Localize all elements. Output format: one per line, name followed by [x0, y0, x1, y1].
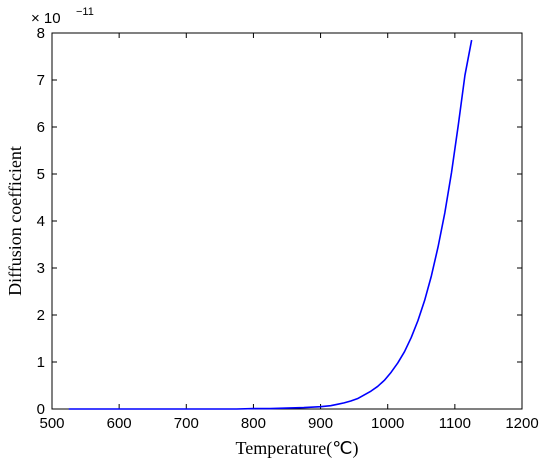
y-multiplier-exponent: −11	[76, 6, 94, 18]
y-axis-label: Diffusion coefficient	[5, 146, 25, 296]
x-tick-label: 800	[241, 415, 266, 432]
y-multiplier-label: × 10	[31, 10, 61, 27]
y-tick-label: 2	[37, 307, 45, 324]
y-tick-label: 6	[37, 119, 45, 136]
x-tick-label: 700	[174, 415, 199, 432]
y-tick-label: 4	[37, 213, 45, 230]
x-tick-label: 600	[107, 415, 132, 432]
x-axis-label: Temperature(℃)	[236, 438, 359, 459]
y-tick-label: 7	[37, 72, 45, 89]
x-tick-label: 1200	[505, 415, 538, 432]
y-tick-label: 5	[37, 166, 45, 183]
series-line	[68, 39, 473, 410]
x-tick-label: 500	[39, 415, 64, 432]
y-tick-label: 8	[37, 25, 45, 42]
x-tick-label: 900	[308, 415, 333, 432]
y-tick-label: 3	[37, 260, 45, 277]
x-tick-label: 1000	[371, 415, 404, 432]
plot-frame	[51, 32, 523, 410]
x-tick-label: 1100	[439, 415, 471, 432]
y-tick-label: 0	[37, 401, 45, 418]
y-tick-label: 1	[37, 354, 45, 371]
